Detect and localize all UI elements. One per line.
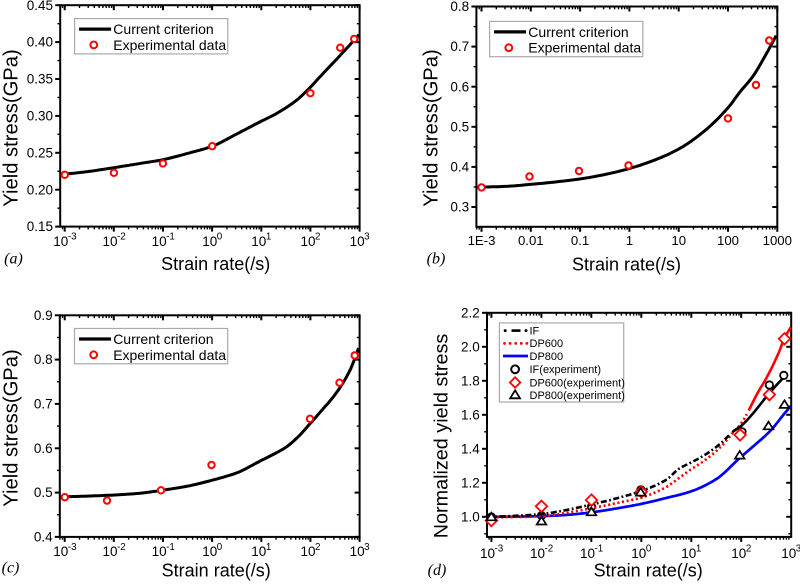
svg-text:101: 101 [251, 542, 271, 559]
svg-text:0.4: 0.4 [34, 530, 53, 545]
svg-text:0.8: 0.8 [34, 352, 53, 367]
svg-text:Current criterion: Current criterion [113, 21, 213, 37]
svg-text:(c): (c) [2, 560, 20, 577]
svg-text:0.20: 0.20 [27, 182, 53, 197]
svg-text:Experimental data: Experimental data [113, 347, 226, 363]
svg-text:0.35: 0.35 [27, 72, 53, 87]
svg-text:0.6: 0.6 [450, 79, 469, 94]
svg-text:1E-3: 1E-3 [468, 233, 496, 248]
svg-text:0.4: 0.4 [450, 160, 469, 175]
svg-text:Strain rate(/s): Strain rate(/s) [594, 561, 703, 581]
svg-text:1.2: 1.2 [461, 475, 480, 490]
svg-text:0.5: 0.5 [34, 485, 53, 500]
svg-text:0.25: 0.25 [27, 145, 53, 160]
svg-text:0.1: 0.1 [571, 233, 589, 248]
svg-text:0.30: 0.30 [27, 109, 53, 124]
svg-text:0.15: 0.15 [27, 219, 53, 234]
svg-text:DP800(experiment): DP800(experiment) [530, 390, 625, 402]
svg-text:100: 100 [717, 233, 739, 248]
svg-text:IF(experiment): IF(experiment) [530, 364, 602, 376]
svg-text:0.7: 0.7 [34, 397, 53, 412]
svg-text:102: 102 [301, 232, 321, 249]
svg-text:1.8: 1.8 [461, 373, 480, 388]
svg-text:Strain rate(/s): Strain rate(/s) [161, 254, 270, 274]
svg-text:103: 103 [781, 544, 800, 561]
svg-text:Strain rate(/s): Strain rate(/s) [162, 561, 271, 581]
svg-text:102: 102 [731, 544, 751, 561]
svg-text:Yield stress(GPa): Yield stress(GPa) [1, 349, 23, 506]
svg-text:10: 10 [671, 233, 686, 248]
svg-text:DP600(experiment): DP600(experiment) [530, 377, 625, 389]
svg-text:Yield stress(GPa): Yield stress(GPa) [421, 49, 443, 206]
svg-text:DP800: DP800 [530, 351, 564, 363]
svg-text:102: 102 [301, 542, 321, 559]
svg-text:0.6: 0.6 [34, 441, 53, 456]
svg-text:1.4: 1.4 [461, 441, 480, 456]
svg-text:101: 101 [681, 544, 701, 561]
svg-text:DP600: DP600 [530, 338, 564, 350]
svg-text:0.45: 0.45 [27, 0, 53, 13]
svg-text:(d): (d) [428, 562, 447, 579]
svg-text:IF: IF [530, 325, 540, 337]
svg-text:Normalized yield stress: Normalized yield stress [431, 334, 453, 539]
svg-text:1: 1 [626, 233, 633, 248]
svg-text:1000: 1000 [763, 233, 792, 248]
svg-text:Yield stress(GPa): Yield stress(GPa) [1, 49, 23, 206]
svg-text:0.5: 0.5 [450, 119, 469, 134]
svg-text:Experimental data: Experimental data [528, 40, 641, 56]
svg-text:(a): (a) [4, 251, 23, 268]
svg-text:0.9: 0.9 [34, 308, 53, 323]
svg-text:0.8: 0.8 [450, 0, 469, 14]
svg-text:2.2: 2.2 [461, 305, 480, 320]
svg-text:Experimental data: Experimental data [113, 37, 226, 53]
svg-text:0.3: 0.3 [450, 200, 469, 215]
svg-text:0.40: 0.40 [27, 35, 53, 50]
svg-text:Strain rate(/s): Strain rate(/s) [572, 255, 681, 275]
svg-text:(b): (b) [427, 251, 446, 268]
svg-text:101: 101 [251, 232, 271, 249]
svg-text:0.01: 0.01 [518, 233, 544, 248]
svg-text:0.7: 0.7 [450, 39, 469, 54]
svg-text:Current criterion: Current criterion [528, 24, 628, 40]
svg-text:2.0: 2.0 [461, 339, 480, 354]
svg-text:Current criterion: Current criterion [113, 331, 213, 347]
svg-text:1.6: 1.6 [461, 407, 480, 422]
svg-text:1.0: 1.0 [461, 509, 480, 524]
